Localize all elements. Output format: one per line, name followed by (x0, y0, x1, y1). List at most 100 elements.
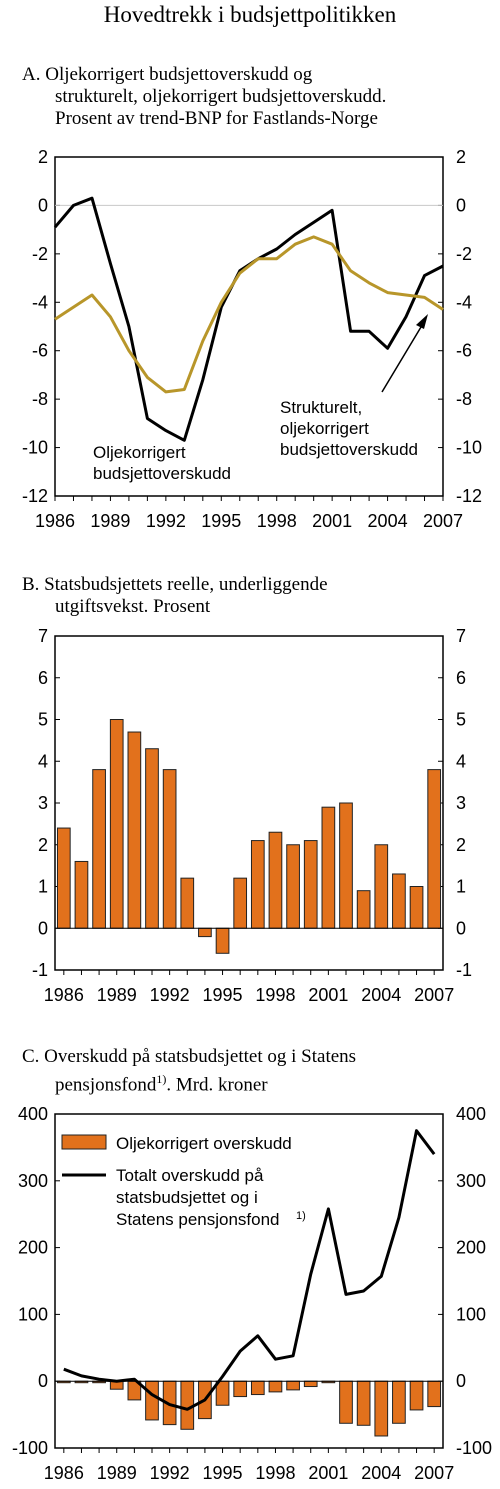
chart-c-xtick-label: 2001 (308, 1463, 348, 1483)
chart-c-xtick-label: 2007 (414, 1463, 454, 1483)
panel-c-title-line-2-end: . Mrd. kroner (166, 1074, 268, 1096)
chart-a-xtick-label: 2001 (312, 511, 352, 531)
chart-a-xtick-label: 2007 (423, 511, 463, 531)
chart-c-bar (250, 1380, 265, 1396)
chart-c-bar (268, 1380, 283, 1393)
chart-c-bar (392, 1380, 406, 1424)
chart-a-annotation-arrowhead (416, 314, 428, 329)
chart-b-bar (250, 840, 265, 929)
chart-b-bar (427, 769, 442, 929)
chart-b-bar (162, 769, 177, 929)
chart-b-bar (409, 886, 424, 929)
chart-b-bar (74, 860, 89, 929)
chart-a-xtick-label: 1989 (90, 511, 130, 531)
chart-b-bar (180, 877, 195, 929)
chart-a-ytick-label-left: -12 (22, 486, 48, 506)
chart-c-bar (356, 1380, 371, 1426)
chart-b-bar (92, 769, 106, 929)
chart-b-ytick-label-left: 3 (38, 793, 48, 813)
panel-a-title: A. Oljekorrigert budsjettoverskudd og st… (22, 64, 386, 130)
chart-b-bar (145, 748, 159, 929)
chart-b-bar (356, 890, 371, 929)
chart-a-plot-frame (54, 156, 444, 497)
chart-a-ytick-label-left: -2 (32, 244, 48, 264)
chart-b-ytick-label-left: 5 (38, 710, 48, 730)
chart-b-bar (374, 844, 389, 929)
chart-b-xtick-label: 1986 (44, 985, 84, 1005)
chart-a-xtick-label: 1995 (201, 511, 241, 531)
chart-c-legend-line-label-1: Totalt overskudd på (116, 1166, 264, 1185)
chart-b-bar (109, 719, 124, 929)
chart-b-bar (268, 831, 283, 929)
chart-b-xtick-label: 2004 (361, 985, 401, 1005)
chart-c-ytick-label-right: 200 (456, 1238, 486, 1258)
chart-b-ytick-label-left: 4 (38, 751, 48, 771)
chart-c-plot-frame (54, 1113, 444, 1449)
chart-a-ytick-label-right: -8 (456, 389, 472, 409)
chart-b-bar (233, 877, 248, 929)
chart-a-ytick-label-right: -12 (456, 486, 482, 506)
chart-a-ytick-label-right: 2 (456, 147, 466, 167)
page-title: Hovedtrekk i budsjettpolitikken (103, 2, 397, 27)
chart-c-ytick-label-left: -100 (12, 1438, 48, 1458)
chart-c-bar (303, 1380, 318, 1388)
chart-b-ytick-label-left: -1 (32, 960, 48, 980)
chart-a-series-2-label-line-1: Strukturelt, (280, 398, 362, 417)
panel-c-footnote-mark: 1) (156, 1072, 167, 1086)
chart-c-xtick-label: 1986 (44, 1463, 84, 1483)
chart-c-bar (339, 1380, 353, 1424)
chart-b-ytick-label-right: 0 (456, 918, 466, 938)
chart-c-series-line (63, 1129, 436, 1411)
chart-b-ytick-label-right: 7 (456, 626, 466, 646)
chart-b-bar (198, 927, 212, 938)
chart-b-ytick-label-left: 0 (38, 918, 48, 938)
chart-b-bar (286, 844, 300, 929)
chart-c-ytick-label-right: 0 (456, 1371, 466, 1391)
chart-a-series-1-label-line-1: Oljekorrigert (93, 443, 186, 462)
chart-c-ytick-label-right: 400 (456, 1104, 486, 1124)
chart-b-bar (127, 731, 142, 929)
chart-a-ytick-label-right: -4 (456, 292, 472, 312)
chart-a-xtick-label: 2004 (368, 511, 408, 531)
chart-c-bar (409, 1380, 424, 1411)
chart-c-legend-line-label-2: statsbudsjettet og i (116, 1188, 258, 1207)
chart-c-ytick-label-left: 300 (18, 1171, 48, 1191)
chart-b-ytick-label-right: 3 (456, 793, 466, 813)
panel-a-title-line-1: A. Oljekorrigert budsjettoverskudd og (22, 64, 313, 85)
chart-b-ytick-label-right: 6 (456, 668, 466, 688)
chart-c-bar (233, 1380, 248, 1398)
chart-b-bar (215, 927, 230, 954)
panel-c-title-line-2: pensjonsfond (55, 1074, 157, 1096)
chart-b-bar (303, 840, 318, 929)
chart-a-series-2-label-line-3: budsjettoverskudd (280, 440, 418, 459)
chart-c-legend-bar-label: Oljekorrigert overskudd (116, 1134, 292, 1153)
chart-a-ytick-label-left: -8 (32, 389, 48, 409)
chart-c-ytick-label-left: 200 (18, 1238, 48, 1258)
chart-c-xtick-label: 1995 (203, 1463, 243, 1483)
chart-a-xtick-label: 1998 (257, 511, 297, 531)
chart-a-xtick-label: 1992 (146, 511, 186, 531)
chart-a-ytick-label-right: 0 (456, 195, 466, 215)
chart-c-bar (374, 1380, 389, 1437)
chart-c-ytick-label-left: 0 (38, 1371, 48, 1391)
chart-a-annotation-arrow (381, 321, 425, 393)
chart-a-ytick-label-left: -6 (32, 341, 48, 361)
chart-a-xtick-label: 1986 (35, 511, 75, 531)
panel-a-title-line-2: strukturelt, oljekorrigert budsjettovers… (55, 86, 387, 107)
chart-c-ytick-label-left: 100 (18, 1304, 48, 1324)
chart-a-ytick-label-left: 0 (38, 195, 48, 215)
chart-b-xtick-label: 1998 (255, 985, 295, 1005)
chart-c-bar (286, 1380, 300, 1391)
chart-a-ytick-label-left: -4 (32, 292, 48, 312)
chart-c-ytick-label-left: 400 (18, 1104, 48, 1124)
panel-a-title-line-3: Prosent av trend-BNP for Fastlands-Norge (55, 108, 378, 129)
chart-b-ytick-label-left: 1 (38, 877, 48, 897)
chart-c-xtick-label: 2004 (361, 1463, 401, 1483)
chart-b-xtick-label: 2007 (414, 985, 454, 1005)
chart-c-bar (427, 1380, 442, 1408)
chart-a-ytick-label-right: -10 (456, 438, 482, 458)
chart-c-ytick-label-right: 100 (456, 1304, 486, 1324)
chart-b-ytick-label-left: 2 (38, 835, 48, 855)
panel-c-title: C. Overskudd på statsbudsjettet og i Sta… (22, 1046, 356, 1096)
